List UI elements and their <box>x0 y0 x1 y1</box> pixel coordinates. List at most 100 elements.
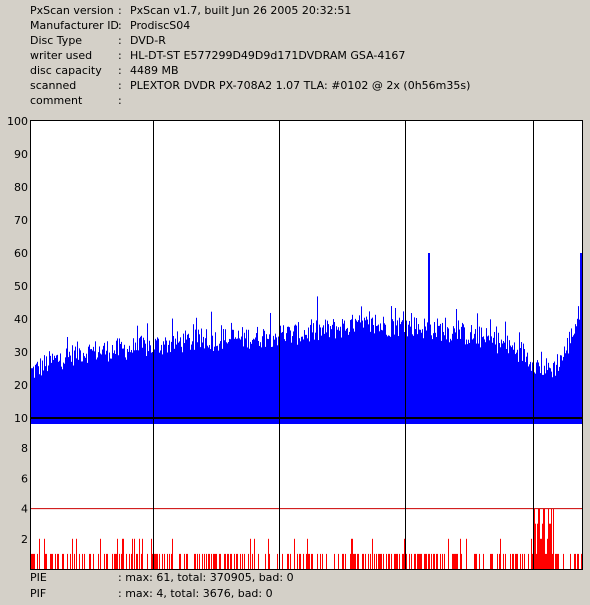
pie-bar <box>392 319 393 424</box>
pie-bar <box>373 325 374 424</box>
pie-bar <box>183 333 184 424</box>
pif-bar <box>159 553 160 569</box>
pie-bar <box>231 322 232 424</box>
pie-bar <box>431 335 432 424</box>
pif-bar <box>535 523 536 569</box>
pie-bar <box>374 333 375 424</box>
pie-bar <box>304 330 305 424</box>
pie-bar <box>468 339 469 424</box>
pif-bar <box>300 553 301 569</box>
pie-bar <box>444 335 445 424</box>
pie-bar <box>386 334 387 424</box>
pie-bar <box>64 363 65 424</box>
pie-bar <box>344 320 345 424</box>
pie-bar <box>330 326 331 424</box>
pie-bar <box>477 313 478 424</box>
pie-bar <box>292 336 293 424</box>
pif-bar <box>179 553 180 569</box>
pie-bar <box>536 362 537 424</box>
pie-bar <box>564 346 565 424</box>
pie-bar <box>317 296 318 424</box>
pie-bar <box>388 335 389 424</box>
pie-bar <box>541 351 542 424</box>
pie-bar <box>233 329 234 424</box>
pie-bar <box>105 354 106 424</box>
pie-bar <box>450 338 451 424</box>
pie-bar <box>273 335 274 424</box>
pif-bar <box>164 553 165 569</box>
pif-bar <box>282 553 283 569</box>
pif-bar <box>543 508 544 569</box>
pie-bar <box>154 349 155 424</box>
pie-bar <box>420 329 421 424</box>
pie-bar <box>75 346 76 424</box>
pif-bar <box>137 553 138 569</box>
pif-bar <box>236 553 237 569</box>
pie-bar <box>296 325 297 424</box>
pie-bar <box>41 375 42 424</box>
pie-bar <box>208 347 209 424</box>
pif-bar <box>553 508 554 569</box>
pie-bar <box>299 338 300 424</box>
pie-tick-label: 80 <box>14 181 28 194</box>
pie-bar <box>316 320 317 424</box>
pie-bar <box>249 348 250 424</box>
pie-bar <box>402 320 403 424</box>
pie-bar <box>561 355 562 424</box>
pie-bar <box>545 373 546 424</box>
pif-bar <box>549 523 550 569</box>
pie-bar <box>452 333 453 424</box>
pie-bar <box>375 314 376 424</box>
pie-bar <box>335 338 336 424</box>
pie-bar <box>349 331 350 424</box>
pif-bar <box>350 553 351 569</box>
info-separator: : <box>118 49 122 62</box>
pie-bar <box>476 343 477 424</box>
pif-bar <box>106 553 107 569</box>
pie-bar <box>360 322 361 424</box>
pif-bar <box>299 553 300 569</box>
pie-bar <box>101 354 102 424</box>
pie-bar <box>265 346 266 424</box>
pif-bar <box>345 553 346 569</box>
pif-bar <box>563 553 564 569</box>
pie-bar <box>391 306 392 424</box>
pie-bar <box>482 337 483 424</box>
pif-bar <box>268 538 269 569</box>
pif-bar <box>309 553 310 569</box>
pie-bar <box>576 326 577 424</box>
pif-bar <box>32 553 33 569</box>
pie-bar <box>399 317 400 424</box>
pif-bar <box>134 538 135 569</box>
pie-bar <box>290 330 291 424</box>
pie-bar <box>492 342 493 424</box>
pie-bar <box>160 350 161 424</box>
pie-bar <box>127 348 128 424</box>
pif-bar <box>424 553 425 569</box>
pie-bar <box>573 335 574 424</box>
pie-bar <box>332 324 333 424</box>
pie-bar <box>168 344 169 424</box>
pie-bar <box>271 346 272 424</box>
pie-bar <box>254 339 255 424</box>
pif-bar <box>62 553 63 569</box>
pie-bar <box>280 325 281 424</box>
pif-bar <box>429 553 430 569</box>
pie-bar <box>176 344 177 424</box>
pif-bar <box>510 553 511 569</box>
pif-bar <box>90 553 91 569</box>
pif-bar <box>250 538 251 569</box>
pie-bar <box>501 339 502 424</box>
pie-bar <box>340 326 341 424</box>
pif-bar <box>421 553 422 569</box>
pif-bar <box>378 553 379 569</box>
pif-bar <box>195 553 196 569</box>
pie-bar <box>268 339 269 424</box>
pif-bar <box>517 553 518 569</box>
pie-bar <box>45 366 46 424</box>
pif-bar <box>363 553 364 569</box>
pie-bar <box>242 327 243 424</box>
pie-bar <box>333 319 334 424</box>
pie-bar <box>555 375 556 424</box>
pie-bar <box>307 338 308 424</box>
